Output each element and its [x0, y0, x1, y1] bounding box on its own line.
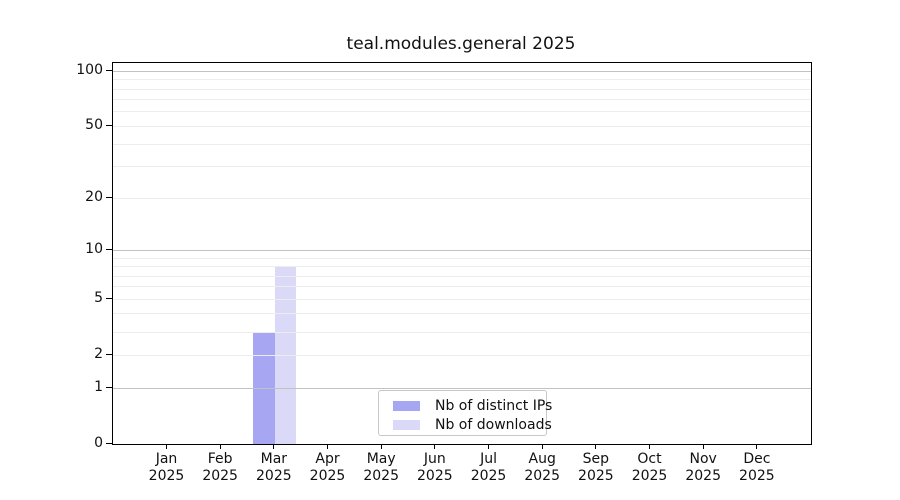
legend-item: Nb of distinct IPs — [393, 396, 552, 415]
y-gridline-minor — [113, 298, 811, 300]
x-tick-label-month: Jan — [155, 451, 178, 467]
x-tick-label: Feb 2025 — [188, 451, 252, 485]
x-tick-label-year: 2025 — [202, 468, 238, 484]
x-tick-mark — [273, 444, 275, 449]
x-tick-label: Jan 2025 — [135, 451, 199, 485]
x-tick-label: Aug 2025 — [510, 451, 574, 485]
y-tick-mark — [106, 124, 112, 126]
x-tick-label-month: Dec — [743, 451, 771, 467]
legend-label: Nb of distinct IPs — [435, 397, 553, 414]
x-tick-mark — [434, 444, 436, 449]
x-tick-label-month: Apr — [315, 451, 340, 467]
x-tick-label-month: Nov — [689, 451, 717, 467]
x-tick-label: Mar 2025 — [242, 451, 306, 485]
legend: Nb of distinct IPs Nb of downloads — [378, 390, 552, 436]
legend-swatch — [393, 400, 420, 411]
y-tick-mark — [106, 196, 112, 198]
y-tick-mark — [106, 69, 112, 71]
y-tick-mark — [106, 297, 112, 299]
y-gridline-minor — [113, 286, 811, 288]
y-tick-label: 20 — [85, 189, 103, 206]
y-tick-label: 100 — [76, 62, 103, 79]
x-tick-mark — [219, 444, 221, 449]
y-gridline-minor — [113, 99, 811, 101]
y-tick-mark — [106, 442, 112, 444]
x-tick-label-year: 2025 — [631, 468, 668, 484]
y-gridline-minor — [113, 125, 811, 127]
x-tick-mark — [649, 444, 651, 449]
legend-swatch — [393, 419, 420, 430]
legend-label: Nb of downloads — [435, 416, 552, 433]
x-tick-label: Nov 2025 — [671, 451, 735, 485]
x-tick-label-year: 2025 — [417, 468, 453, 484]
y-gridline-minor — [113, 266, 811, 267]
x-tick-label-year: 2025 — [256, 468, 292, 484]
x-tick-label-year: 2025 — [148, 468, 185, 484]
y-tick-label: 1 — [94, 379, 103, 395]
x-tick-mark — [595, 444, 597, 449]
x-tick-mark — [541, 444, 543, 449]
y-gridline-minor — [113, 313, 811, 315]
x-tick-label-month: Oct — [637, 451, 662, 467]
x-tick-label-month: May — [366, 451, 396, 467]
x-tick-label-month: Jun — [423, 451, 446, 467]
y-gridline-minor — [113, 79, 811, 81]
x-tick-label: Sep 2025 — [564, 451, 628, 485]
y-gridline-minor — [113, 143, 811, 145]
x-tick-label: Jul 2025 — [457, 451, 521, 485]
y-gridline-minor — [113, 257, 811, 259]
x-tick-label: May 2025 — [349, 451, 413, 485]
x-tick-label-year: 2025 — [524, 468, 560, 484]
x-tick-label: Dec 2025 — [725, 451, 789, 485]
y-gridline-major — [113, 249, 811, 251]
x-tick-label-year: 2025 — [685, 468, 721, 484]
x-tick-label-year: 2025 — [739, 468, 775, 484]
x-tick-mark — [702, 444, 704, 449]
y-gridline-minor — [113, 275, 811, 277]
x-tick-label: Jun 2025 — [403, 451, 467, 485]
y-tick-label: 0 — [94, 435, 103, 451]
y-tick-label: 50 — [85, 117, 103, 134]
y-gridline-minor — [113, 166, 811, 168]
y-gridline-major — [113, 387, 811, 389]
x-tick-mark — [380, 444, 382, 449]
y-gridline-minor — [113, 197, 811, 199]
y-tick-mark — [106, 248, 112, 250]
legend-item: Nb of downloads — [393, 415, 552, 434]
y-gridline-minor — [113, 354, 811, 356]
x-tick-mark — [166, 444, 167, 449]
x-tick-label-year: 2025 — [578, 468, 614, 484]
y-gridline-minor — [113, 88, 811, 90]
y-tick-mark — [106, 386, 112, 388]
x-tick-mark — [488, 444, 490, 449]
x-tick-mark — [327, 444, 328, 449]
plot-area — [112, 62, 812, 445]
x-tick-label-year: 2025 — [363, 468, 399, 484]
x-tick-label-year: 2025 — [309, 468, 346, 484]
x-tick-label: Apr 2025 — [296, 451, 360, 485]
y-tick-label: 5 — [94, 290, 103, 307]
x-tick-label-year: 2025 — [470, 468, 507, 484]
x-tick-label-month: Sep — [582, 451, 610, 467]
chart-title: teal.modules.general 2025 — [346, 34, 576, 54]
y-gridline-minor — [113, 331, 811, 333]
x-tick-label: Oct 2025 — [618, 451, 682, 485]
y-tick-label: 2 — [94, 346, 103, 363]
y-gridline-minor — [113, 111, 811, 113]
y-tick-label: 10 — [85, 241, 103, 258]
x-tick-label-month: Feb — [207, 451, 233, 467]
x-tick-label-month: Jul — [480, 451, 497, 467]
x-tick-label-month: Mar — [260, 451, 288, 467]
y-tick-mark — [106, 353, 112, 355]
x-tick-mark — [756, 444, 758, 449]
y-gridline-major — [113, 70, 811, 72]
x-tick-label-month: Aug — [528, 451, 556, 467]
